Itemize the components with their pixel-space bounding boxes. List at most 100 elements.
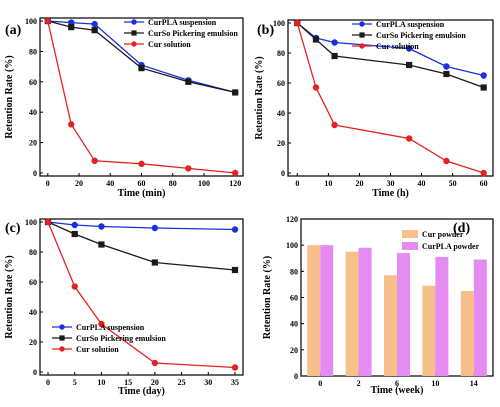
- panel-a-ytick-label: 0: [33, 169, 37, 178]
- panel-c-series-cur-solution-point: [44, 218, 52, 226]
- panel-b-series-cur-solution-point: [312, 84, 320, 91]
- panel-a-label: (a): [5, 23, 22, 38]
- panel-b-series-cur-solution-point: [331, 121, 338, 129]
- panel-c-ylabel: Retention Rate (%): [4, 255, 15, 338]
- panel-c-xtick-label: 25: [178, 378, 186, 387]
- panel-b-ylabel: Retention Rate (%): [254, 56, 265, 139]
- panel-d-ytick-label: 0: [294, 372, 298, 381]
- panel-b-ytick-label: 100: [273, 19, 285, 28]
- panel-d-bar-curpla-powder: [397, 253, 410, 376]
- panel-a-legend-curso-pickering-emulsion-text: CurSo Pickering emulsion: [148, 29, 238, 38]
- panel-d-xtick-label: 2: [357, 379, 361, 388]
- panel-c-series-cur-solution-point: [71, 283, 78, 290]
- panel-d-ytick-label: 20: [290, 346, 298, 355]
- panel-b-series-cur-solution-point: [405, 135, 413, 142]
- panel-c-series-curpla-suspension-point: [98, 223, 105, 230]
- panel-b-series-curso-pickering-emulsion-point: [312, 36, 320, 43]
- panel-b-series-curso-pickering-emulsion-point: [480, 84, 487, 91]
- panel-c-ytick-label: 20: [29, 338, 37, 347]
- panel-c-xtick-label: 0: [46, 378, 50, 387]
- panel-b-xtick-label: 60: [480, 179, 488, 188]
- panel-b-series-curpla-suspension-point: [443, 63, 450, 70]
- panel-d-legend-cur-powder-swatch: [402, 230, 418, 238]
- panel-c-xtick-label: 15: [124, 378, 132, 387]
- panel-c-xtick-label: 35: [231, 378, 239, 387]
- panel-a-series-curso-pickering-emulsion-line: [47, 20, 236, 94]
- panel-b-legend-curso-pickering-emulsion-marker: [359, 32, 365, 38]
- panel-b-series-cur-solution-point: [294, 19, 301, 27]
- panel-d-xtick-label: 6: [395, 379, 399, 388]
- panel-c-frame: [39, 218, 244, 376]
- panel-a-series-cur-solution-point: [185, 165, 192, 172]
- panel-d-xtick-label: 14: [470, 379, 478, 388]
- panel-b-series-curpla-suspension-point: [405, 45, 413, 52]
- panel-c-ytick-label: 100: [25, 218, 37, 227]
- panel-c-ytick-label: 40: [29, 308, 37, 317]
- panel-d-bar-cur-powder: [384, 275, 397, 376]
- panel-d-bar-cur-powder: [307, 245, 321, 376]
- panel-d-bar-cur-powder: [460, 290, 474, 376]
- panel-a-ytick-label: 80: [29, 47, 37, 56]
- panel-b-xtick-label: 10: [324, 179, 332, 188]
- panel-d-ytick-label: 120: [286, 215, 298, 224]
- panel-c-series-curso-pickering-emulsion-point: [151, 259, 158, 266]
- panel-a-series-curso-pickering-emulsion-point: [232, 89, 239, 96]
- panel-a-series-cur-solution-point: [138, 160, 145, 168]
- panel-c-series-curso-pickering-emulsion-point: [71, 230, 78, 238]
- panel-c-legend-cur-solution-text: Cur solution: [76, 345, 119, 354]
- panel-b-xtick-label: 40: [418, 179, 426, 188]
- panel-d-xtick-label: 10: [431, 379, 439, 388]
- panel-a-legend-cur-solution-text: Cur solution: [148, 40, 191, 49]
- panel-c-ytick-label: 60: [29, 278, 37, 287]
- panel-a-series-cur-solution-line: [47, 20, 236, 174]
- panel-c-series-curpla-suspension-point: [151, 224, 159, 232]
- panel-a-series-curso-pickering-emulsion-point: [138, 65, 145, 72]
- panel-a-xlabel: Time (min): [118, 188, 166, 199]
- panel-b-series-curpla-suspension-point: [480, 72, 487, 79]
- panel-b-legend-curpla-suspension-text: CurPLA suspension: [376, 20, 445, 29]
- panel-a: (a) 0 20 40 60 80 100 Retention Rate (%) Time (m…: [4, 17, 244, 199]
- panel-a-series-cur-solution-point: [91, 157, 98, 165]
- panel-b-ytick-label: 0: [281, 169, 285, 178]
- panel-d-bar-cur-powder: [422, 285, 436, 376]
- panel-a-series-curpla-suspension-point: [91, 20, 98, 28]
- panel-a-ytick-label: 60: [29, 78, 37, 87]
- panel-d-xtick-label: 0: [318, 379, 322, 388]
- panel-b-series-curpla-suspension-point: [331, 39, 338, 46]
- panel-a-legend-curpla-suspension-marker: [131, 19, 137, 25]
- panel-c-ytick-label: 0: [33, 368, 37, 377]
- panel-b-ytick-label: 60: [277, 79, 285, 88]
- panel-c-ytick-label: 80: [29, 248, 37, 257]
- panel-d-legend-curpla-powder-text: CurPLA powder: [422, 242, 480, 251]
- panel-b-series-cur-solution-point: [480, 169, 487, 177]
- panel-b-series-curso-pickering-emulsion-point: [443, 70, 450, 78]
- panel-b-xtick-label: 30: [387, 179, 395, 188]
- panel-b-xtick-label: 0: [295, 179, 299, 188]
- panel-d-label: (d): [453, 221, 470, 236]
- panel-c-xtick-label: 20: [151, 378, 159, 387]
- panel-c-series-cur-solution-point: [231, 364, 239, 371]
- panel-b-legend-curso-pickering-emulsion-text: CurSo Pickering emulsion: [376, 31, 466, 40]
- panel-c-series-curso-pickering-emulsion-point: [98, 241, 105, 248]
- panel-b-series-curso-pickering-emulsion-point: [406, 61, 413, 69]
- panel-b-ytick-label: 40: [277, 109, 285, 118]
- panel-c-series-curso-pickering-emulsion-point: [231, 266, 239, 274]
- panel-c-legend-cur-solution-marker: [59, 346, 65, 352]
- panel-d-ytick-label: 100: [286, 241, 298, 250]
- panel-a-legend-cur-solution-marker: [131, 41, 137, 47]
- panel-d-ylabel: Retention Rate (%): [262, 256, 273, 339]
- panel-b-label: (b): [257, 23, 274, 38]
- panel-a-legend-curso-pickering-emulsion-marker: [131, 30, 137, 36]
- panel-c-legend-curpla-suspension-text: CurPLA suspension: [76, 323, 145, 332]
- panel-d-bar-curpla-powder: [473, 259, 487, 376]
- panel-d-bar-curpla-powder: [358, 247, 372, 376]
- panel-a-xtick-label: 0: [46, 179, 50, 188]
- panel-d-legend-cur-powder-text: Cur powder: [422, 230, 464, 239]
- panel-d-bar-curpla-powder: [320, 245, 334, 376]
- panel-a-ytick-label: 20: [29, 139, 37, 148]
- panel-c-xtick-label: 10: [97, 378, 105, 387]
